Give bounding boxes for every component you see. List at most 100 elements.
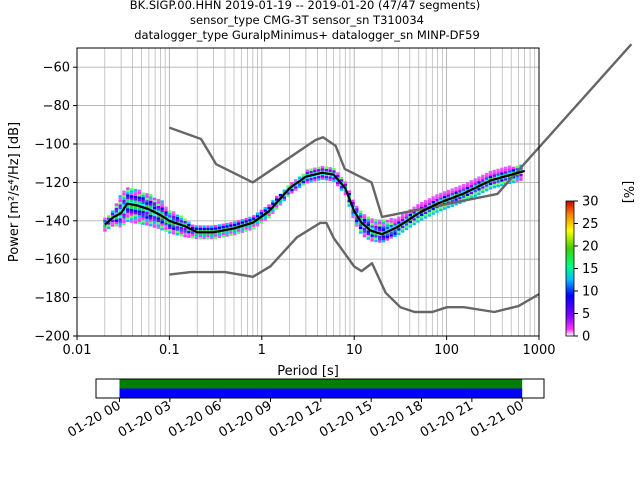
density-cell — [221, 232, 225, 236]
density-cell — [374, 237, 378, 240]
density-cell — [324, 178, 329, 181]
density-cell — [351, 211, 355, 214]
density-cell — [454, 191, 458, 194]
density-cell — [145, 211, 149, 214]
density-cell — [118, 204, 122, 207]
density-cell — [393, 234, 397, 238]
density-cell — [160, 202, 164, 206]
density-cell — [511, 180, 516, 183]
x-tick-label: 1 — [258, 343, 266, 358]
density-cell — [122, 218, 126, 221]
density-cell — [217, 233, 222, 236]
density-cell — [450, 195, 454, 198]
density-cell — [126, 219, 130, 223]
density-cell — [484, 172, 489, 176]
density-cell — [156, 201, 161, 204]
density-cell — [454, 203, 458, 206]
density-cell — [191, 226, 195, 230]
density-cell — [114, 210, 119, 213]
density-cell — [324, 175, 329, 179]
density-cell — [374, 218, 378, 222]
density-cell — [427, 202, 432, 206]
density-cell — [122, 195, 126, 198]
density-cell — [316, 166, 321, 170]
density-cell — [141, 197, 145, 200]
density-cell — [252, 217, 256, 220]
density-cell — [129, 211, 134, 214]
density-cell — [378, 238, 382, 241]
density-cell — [347, 201, 351, 205]
density-cell — [122, 199, 126, 203]
density-cell — [114, 219, 119, 222]
density-cell — [107, 226, 111, 230]
density-cell — [198, 227, 203, 231]
density-cell — [126, 187, 130, 190]
density-cell — [370, 222, 374, 226]
density-cell — [118, 208, 122, 212]
density-cell — [137, 191, 141, 195]
density-cell — [439, 206, 443, 209]
density-cell — [385, 233, 390, 237]
density-cell — [282, 189, 287, 192]
density-cell — [442, 193, 447, 196]
density-cell — [385, 224, 390, 227]
density-cell — [149, 219, 153, 222]
density-cell — [194, 234, 199, 237]
density-cell — [439, 195, 443, 198]
density-cell — [133, 214, 138, 217]
density-cell — [347, 190, 351, 193]
density-cell — [504, 180, 508, 183]
density-cell — [145, 223, 149, 226]
density-cell — [133, 211, 138, 215]
density-cell — [255, 212, 260, 215]
density-cell — [152, 197, 157, 201]
density-cell — [465, 184, 470, 187]
density-cell — [171, 232, 176, 235]
density-cell — [385, 226, 390, 230]
density-cell — [160, 216, 164, 219]
density-cell — [358, 217, 363, 220]
density-cell — [374, 232, 378, 236]
density-cell — [515, 177, 519, 180]
density-cell — [217, 231, 222, 234]
density-cell — [206, 232, 210, 235]
density-cell — [393, 218, 397, 221]
density-cell — [164, 213, 168, 216]
density-cell — [362, 221, 367, 224]
density-cell — [442, 195, 447, 199]
density-cell — [175, 219, 180, 222]
density-cell — [168, 226, 172, 229]
density-cell — [263, 216, 267, 219]
density-cell — [339, 188, 344, 191]
density-cell — [404, 216, 409, 219]
density-cell — [389, 227, 393, 230]
density-cell — [210, 227, 214, 231]
density-cell — [294, 186, 298, 189]
density-cell — [118, 202, 122, 205]
x-axis-label: Period [s] — [277, 364, 339, 379]
density-cell — [435, 194, 439, 197]
density-cell — [366, 218, 370, 222]
density-cell — [473, 178, 477, 181]
density-cell — [126, 212, 130, 216]
density-cell — [427, 198, 432, 201]
density-cell — [324, 173, 329, 176]
density-cell — [252, 226, 256, 230]
plot-frame — [76, 47, 540, 337]
density-cell — [274, 207, 279, 210]
density-cell — [202, 236, 206, 240]
density-cell — [248, 225, 252, 229]
density-cell — [397, 221, 401, 224]
density-cell — [324, 166, 329, 169]
density-cell — [484, 184, 489, 187]
colorbar-tick-label: 10 — [582, 285, 599, 300]
density-cell — [129, 204, 134, 207]
density-cell — [232, 232, 237, 236]
density-cell — [160, 225, 164, 229]
density-cell — [244, 227, 248, 230]
density-cell — [397, 228, 401, 231]
density-cell — [339, 176, 344, 180]
density-cell — [465, 188, 470, 192]
density-cell — [114, 205, 119, 209]
density-cell — [431, 210, 435, 213]
